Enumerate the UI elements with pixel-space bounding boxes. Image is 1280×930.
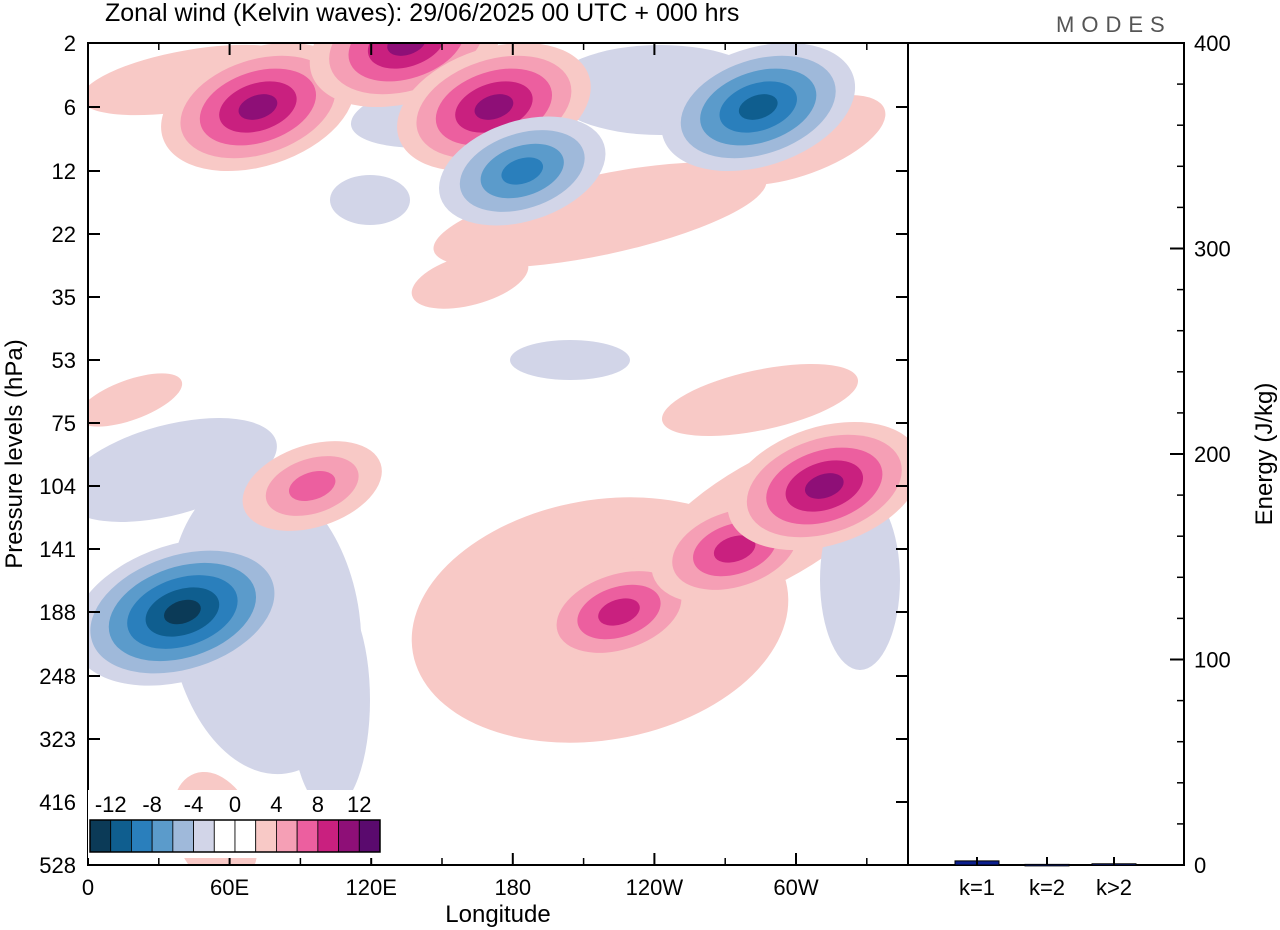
colorbar-swatch — [151, 819, 174, 853]
contour-patch — [330, 175, 410, 225]
colorbar-swatch — [296, 819, 319, 853]
colorbar-swatch — [338, 819, 360, 853]
x-axis-label: Longitude — [445, 901, 550, 928]
colorbar-swatch — [234, 819, 257, 853]
y-tick-label: 416 — [39, 790, 76, 815]
contour-feature — [713, 535, 756, 563]
contour-feature — [163, 599, 201, 625]
colorbar-swatch — [255, 819, 277, 853]
colorbar-swatch — [110, 819, 132, 853]
energy-category-label: k>2 — [1096, 875, 1132, 900]
contour-patch — [88, 418, 277, 522]
y-tick-label: 188 — [39, 600, 76, 625]
contour-feature — [598, 598, 640, 626]
contour-feature — [804, 473, 844, 499]
y-tick-label: 323 — [39, 727, 76, 752]
colorbar-swatch — [89, 819, 112, 853]
y-tick-label: 141 — [39, 537, 76, 562]
contour-patch — [661, 364, 859, 436]
y-tick-label: 12 — [52, 159, 76, 184]
colorbar-swatch — [213, 819, 236, 853]
modes-logo: MODES — [1056, 12, 1172, 37]
energy-tick-label: 0 — [1194, 853, 1206, 878]
energy-tick-label: 400 — [1194, 31, 1231, 56]
colorbar-frame — [89, 819, 381, 853]
y-tick-label: 75 — [52, 411, 76, 436]
colorbar-swatch — [131, 819, 153, 853]
y-tick-label: 528 — [39, 853, 76, 878]
chart-title: Zonal wind (Kelvin waves): 29/06/2025 00… — [105, 0, 739, 27]
contour-patch — [411, 251, 529, 309]
colorbar-swatch — [276, 819, 298, 853]
y-axis: 2 6 12 22 35 53 75 104 141 188 248 323 416 528 — [39, 31, 908, 878]
y-tick-label: 248 — [39, 664, 76, 689]
colorbar-swatch — [193, 819, 215, 853]
colorbar-swatch — [358, 819, 381, 853]
contour-patch — [510, 340, 630, 380]
colorbar-swatch — [317, 819, 339, 853]
x-tick-label: 120W — [626, 875, 684, 900]
contour-patch — [433, 162, 767, 268]
colorbar-label: 8 — [312, 792, 324, 817]
contour-feature — [288, 471, 336, 501]
x-tick-label: 120E — [346, 875, 397, 900]
energy-tick-label: 300 — [1194, 237, 1231, 262]
energy-category-label: k=1 — [959, 875, 995, 900]
colorbar-label: -12 — [95, 792, 127, 817]
y-tick-label: 53 — [52, 348, 76, 373]
x-axis: 0 60E 120E 180 120W 60W — [82, 43, 868, 900]
energy-tick-label: 100 — [1194, 648, 1231, 673]
colorbar-label: -8 — [142, 792, 162, 817]
y-tick-label: 104 — [39, 474, 76, 499]
y-axis-label: Pressure levels (hPa) — [1, 339, 28, 568]
x-tick-label: 180 — [494, 875, 531, 900]
x-tick-label: 0 — [82, 875, 94, 900]
contour-feature — [738, 94, 778, 120]
colorbar-label: 0 — [229, 792, 241, 817]
contour-patch — [290, 590, 370, 810]
contour-feature — [238, 94, 278, 120]
contour-patch — [88, 373, 183, 427]
colorbar-label: 12 — [347, 792, 371, 817]
y-tick-label: 35 — [52, 285, 76, 310]
energy-tick-label: 200 — [1194, 442, 1231, 467]
x-tick-label: 60E — [210, 875, 249, 900]
colorbar: -12 -8 -4 0 4 8 12 — [88, 790, 382, 858]
contour-feature — [367, 43, 446, 69]
x-tick-label: 60W — [773, 875, 818, 900]
contour-field — [88, 43, 908, 865]
y-tick-label: 2 — [64, 31, 76, 56]
energy-axis-label: Energy (J/kg) — [1251, 383, 1278, 526]
contour-feature — [474, 94, 514, 120]
y-tick-label: 22 — [52, 222, 76, 247]
energy-bars: 0 100 200 300 400 k=1 k=2 k>2 — [954, 31, 1231, 900]
energy-frame — [907, 42, 1185, 866]
y-tick-label: 6 — [64, 95, 76, 120]
contour-feature — [501, 157, 544, 185]
colorbar-swatch — [172, 819, 194, 853]
colorbar-label: 4 — [270, 792, 282, 817]
energy-category-label: k=2 — [1029, 875, 1065, 900]
colorbar-label: -4 — [184, 792, 204, 817]
